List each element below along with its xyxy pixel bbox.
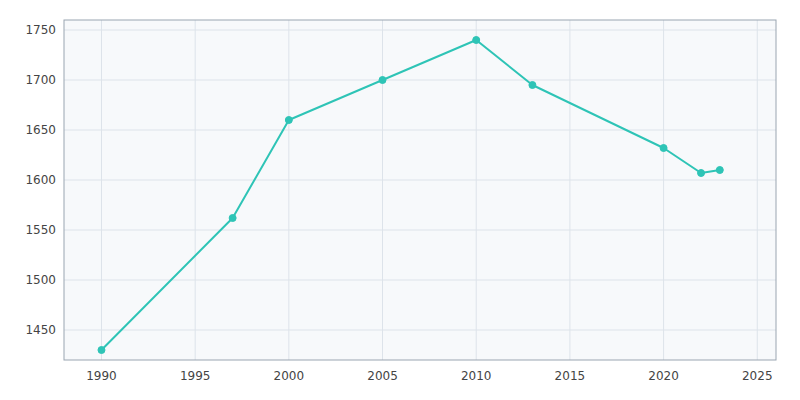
y-tick-label: 1700: [25, 73, 56, 87]
grid-line-y: [64, 80, 776, 81]
plot-frame: [64, 20, 776, 360]
grid-line-x: [195, 20, 196, 360]
data-point: [285, 117, 292, 124]
data-point: [529, 82, 536, 89]
data-point: [98, 347, 105, 354]
data-point: [473, 37, 480, 44]
grid-line-x: [663, 20, 664, 360]
y-tick-label: 1450: [25, 323, 56, 337]
y-tick-label: 1600: [25, 173, 56, 187]
x-tick-label: 2010: [461, 369, 492, 383]
axes: 1990 1995 2000 2005 2010 2015 2020 2025 1450 1500…: [25, 23, 772, 383]
x-tick-label: 2020: [648, 369, 679, 383]
x-tick-label: 2025: [742, 369, 773, 383]
grid-line-y: [64, 230, 776, 231]
x-tick-label: 2000: [274, 369, 305, 383]
data-point: [698, 170, 705, 177]
plot-background: [64, 20, 776, 360]
data-point: [379, 77, 386, 84]
x-tick-label: 2005: [367, 369, 398, 383]
data-point: [229, 215, 236, 222]
grid-line-y: [64, 330, 776, 331]
grid-line-x: [382, 20, 383, 360]
chart: 1990 1995 2000 2005 2010 2015 2020 2025 1450 1500…: [0, 0, 800, 400]
y-tick-label: 1500: [25, 273, 56, 287]
grid: [64, 20, 776, 360]
grid-line-x: [476, 20, 477, 360]
grid-line-x: [288, 20, 289, 360]
grid-line-y: [64, 130, 776, 131]
chart-container: 1990 1995 2000 2005 2010 2015 2020 2025 1450 1500…: [0, 0, 800, 400]
data-line: [101, 40, 719, 350]
grid-line-x: [757, 20, 758, 360]
y-tick-label: 1650: [25, 123, 56, 137]
grid-line-y: [64, 30, 776, 31]
grid-line-y: [64, 180, 776, 181]
y-tick-label: 1750: [25, 23, 56, 37]
grid-line-x: [101, 20, 102, 360]
x-tick-label: 1990: [86, 369, 117, 383]
y-tick-label: 1550: [25, 223, 56, 237]
data-point: [716, 167, 723, 174]
x-tick-label: 2015: [555, 369, 586, 383]
x-tick-label: 1995: [180, 369, 211, 383]
data-layer: [98, 37, 723, 354]
grid-line-x: [569, 20, 570, 360]
data-point: [660, 145, 667, 152]
